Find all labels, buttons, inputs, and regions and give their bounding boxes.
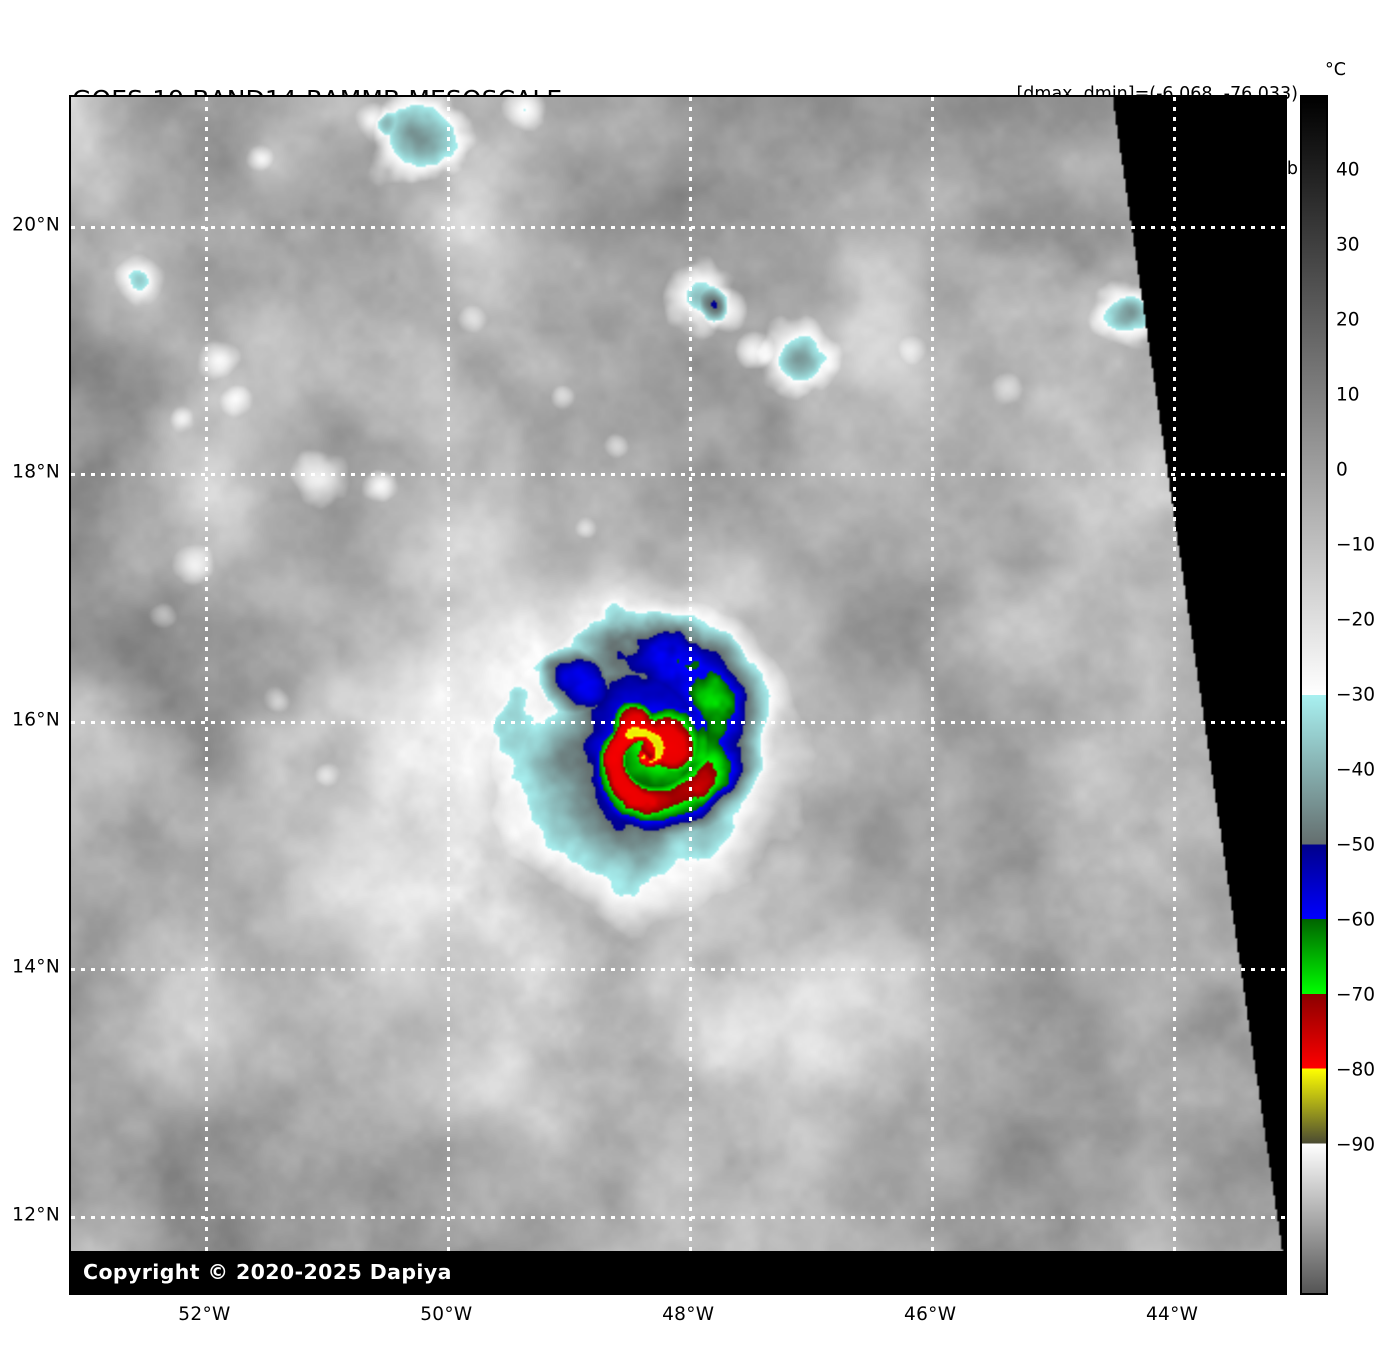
lon-tick-label: 52°W [178,1304,231,1325]
colorbar-tick--60: −60 [1336,909,1376,931]
colorbar-tick--10: −10 [1336,534,1376,556]
colorbar-tick-40: 40 [1336,159,1360,181]
lat-tick-label: 16°N [12,709,60,731]
colorbar-unit-label: °C [1325,60,1346,80]
satellite-image-plot[interactable]: Copyright © 2020-2025 Dapiya [69,95,1287,1295]
lat-tick-label: 12°N [12,1204,60,1226]
colorbar-tick-0: 0 [1336,459,1348,481]
lat-tick-label: 18°N [12,461,60,483]
colorbar-tick-10: 10 [1336,384,1360,406]
colorbar-tick-20: 20 [1336,309,1360,331]
lon-tick-label: 50°W [420,1304,473,1325]
colorbar-tick--90: −90 [1336,1134,1376,1156]
copyright-banner: Copyright © 2020-2025 Dapiya [71,1251,1285,1293]
lon-tick-label: 48°W [662,1304,715,1325]
colorbar-gradient [1302,97,1326,1293]
colorbar-tick-30: 30 [1336,234,1360,256]
lon-tick-label: 46°W [904,1304,957,1325]
copyright-text: Copyright © 2020-2025 Dapiya [83,1260,452,1284]
lat-tick-label: 20°N [12,214,60,236]
temperature-colorbar[interactable] [1300,95,1328,1295]
lat-tick-label: 14°N [12,956,60,978]
colorbar-tick--30: −30 [1336,684,1376,706]
colorbar-tick--40: −40 [1336,759,1376,781]
colorbar-tick--20: −20 [1336,609,1376,631]
infrared-satellite-imagery [71,97,1285,1293]
colorbar-tick--80: −80 [1336,1059,1376,1081]
colorbar-tick--50: −50 [1336,834,1376,856]
lon-tick-label: 44°W [1145,1304,1199,1325]
colorbar-tick--70: −70 [1336,984,1376,1006]
